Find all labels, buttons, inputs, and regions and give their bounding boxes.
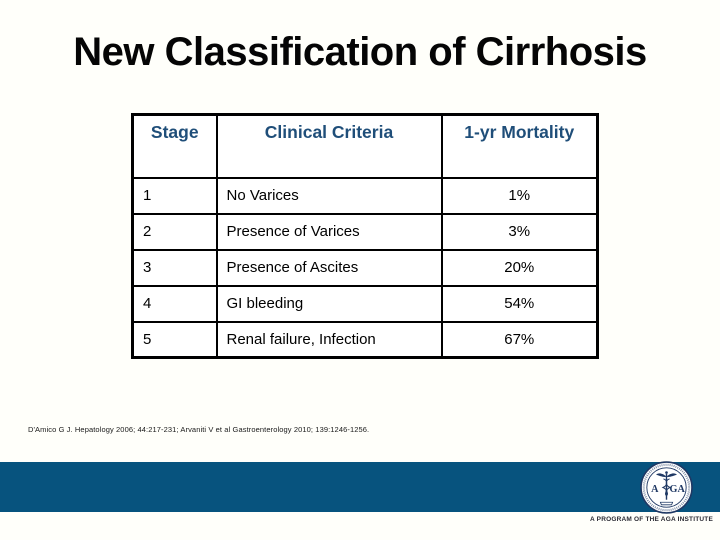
aga-seal-logo: A GA — [640, 461, 693, 514]
mortality-cell: 1% — [440, 176, 599, 215]
footer-band — [0, 462, 720, 512]
table-row: 3 Presence of Ascites 20% — [131, 248, 599, 287]
criteria-cell: GI bleeding — [215, 284, 443, 323]
citation-text: D'Amico G J. Hepatology 2006; 44:217-231… — [28, 425, 370, 434]
table-row: 4 GI bleeding 54% — [131, 284, 599, 323]
logo-letter-a: A — [651, 484, 659, 495]
cirrhosis-stage-table: Stage Clinical Criteria 1-yr Mortality 1… — [131, 113, 599, 359]
column-header-stage: Stage — [131, 113, 218, 179]
stage-cell: 2 — [131, 212, 218, 251]
column-header-1yr-mortality: 1-yr Mortality — [440, 113, 599, 179]
mortality-cell: 20% — [440, 248, 599, 287]
stage-cell: 5 — [131, 320, 218, 359]
stage-cell: 3 — [131, 248, 218, 287]
mortality-cell: 3% — [440, 212, 599, 251]
mortality-cell: 67% — [440, 320, 599, 359]
criteria-cell: Presence of Ascites — [215, 248, 443, 287]
table-row: 1 No Varices 1% — [131, 176, 599, 215]
criteria-cell: Presence of Varices — [215, 212, 443, 251]
table-header-row: Stage Clinical Criteria 1-yr Mortality — [131, 113, 599, 179]
column-header-clinical-criteria: Clinical Criteria — [215, 113, 443, 179]
mortality-cell: 54% — [440, 284, 599, 323]
criteria-cell: No Varices — [215, 176, 443, 215]
caduceus-icon — [656, 471, 677, 500]
criteria-cell: Renal failure, Infection — [215, 320, 443, 359]
aga-seal-icon: A GA — [640, 461, 693, 514]
stage-cell: 4 — [131, 284, 218, 323]
stage-cell: 1 — [131, 176, 218, 215]
footer-caption: A PROGRAM OF THE AGA INSTITUTE — [590, 516, 713, 523]
logo-letters-ga: GA — [670, 484, 686, 495]
slide-title: New Classification of Cirrhosis — [73, 30, 647, 74]
table-row: 5 Renal failure, Infection 67% — [131, 320, 599, 359]
table-row: 2 Presence of Varices 3% — [131, 212, 599, 251]
